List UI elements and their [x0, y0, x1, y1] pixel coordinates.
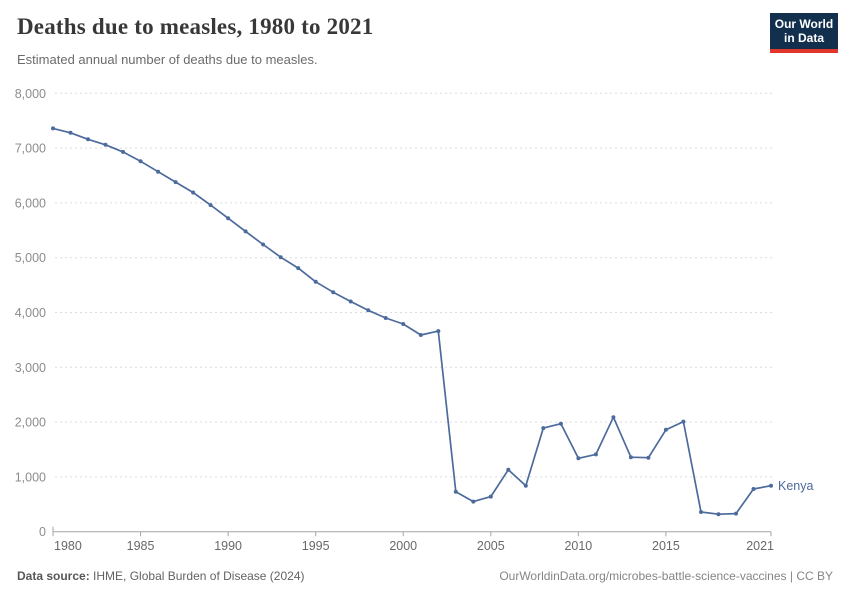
data-point — [628, 455, 633, 460]
data-point — [769, 483, 773, 488]
data-point — [243, 229, 248, 234]
data-point — [611, 415, 616, 420]
owid-logo-line2: in Data — [783, 31, 824, 45]
data-point — [488, 494, 493, 499]
data-point — [103, 142, 108, 147]
data-point — [471, 499, 476, 504]
data-point — [138, 159, 143, 164]
x-tick-label: 2000 — [389, 539, 417, 553]
data-point — [191, 190, 196, 195]
data-point — [558, 421, 563, 426]
data-point — [86, 137, 90, 142]
data-point — [331, 290, 336, 295]
page-title: Deaths due to measles, 1980 to 2021 — [17, 14, 374, 39]
data-point — [348, 299, 353, 304]
data-point — [156, 169, 161, 174]
x-tick-label: 2010 — [564, 539, 592, 553]
chart-footer: Data source: IHME, Global Burden of Dise… — [17, 569, 833, 583]
y-tick-label: 5,000 — [15, 251, 46, 265]
data-point — [68, 130, 73, 135]
y-tick-label: 3,000 — [15, 361, 46, 375]
data-point — [453, 489, 458, 494]
data-point — [699, 510, 703, 514]
data-point — [716, 512, 721, 517]
data-point — [401, 322, 406, 326]
x-tick-label: 1980 — [54, 539, 82, 553]
data-source-label: Data source: — [17, 569, 90, 583]
credit-link[interactable]: OurWorldinData.org/microbes-battle-scien… — [499, 569, 833, 583]
data-point — [121, 149, 125, 154]
data-point — [751, 487, 756, 491]
series-end-label: Kenya — [778, 479, 813, 493]
data-point — [681, 419, 686, 424]
data-source-text: IHME, Global Burden of Disease (2024) — [93, 569, 305, 583]
data-point — [261, 242, 266, 247]
data-point — [208, 203, 213, 208]
data-point — [593, 452, 598, 457]
y-tick-label: 4,000 — [15, 306, 46, 320]
data-point — [436, 329, 441, 334]
y-tick-label: 6,000 — [15, 196, 46, 210]
x-tick-label: 1990 — [214, 539, 242, 553]
data-point — [663, 427, 668, 432]
data-point — [541, 426, 546, 431]
data-point — [383, 316, 388, 320]
chart-subtitle: Estimated annual number of deaths due to… — [17, 52, 318, 67]
data-point — [173, 180, 178, 185]
data-point — [506, 467, 511, 472]
data-point — [523, 483, 528, 488]
y-tick-label: 1,000 — [15, 470, 46, 484]
x-tick-label: 1985 — [127, 539, 155, 553]
data-source: Data source: IHME, Global Burden of Dise… — [17, 569, 304, 583]
data-point — [313, 279, 318, 284]
owid-logo: Our World in Data — [770, 13, 838, 53]
x-tick-label: 2021 — [746, 539, 774, 553]
x-tick-label: 2015 — [652, 539, 680, 553]
y-tick-label: 7,000 — [15, 142, 46, 156]
data-line — [52, 127, 772, 516]
data-point — [226, 216, 231, 221]
data-point — [576, 456, 581, 461]
data-point — [646, 455, 651, 460]
data-point — [51, 126, 55, 131]
data-point — [278, 255, 283, 260]
y-tick-label: 8,000 — [15, 87, 46, 101]
y-tick-label: 2,000 — [15, 416, 46, 430]
x-tick-label: 1995 — [302, 539, 330, 553]
data-point — [734, 511, 738, 516]
data-point — [366, 308, 371, 313]
line-chart: 0 1,000 2,000 3,000 4,000 5,000 6,000 7,000 8,00… — [15, 87, 814, 553]
y-tick-label: 0 — [39, 525, 46, 539]
data-point — [418, 333, 423, 337]
data-point — [296, 266, 301, 271]
owid-logo-line1: Our World — [774, 17, 834, 31]
x-tick-label: 2005 — [477, 539, 505, 553]
